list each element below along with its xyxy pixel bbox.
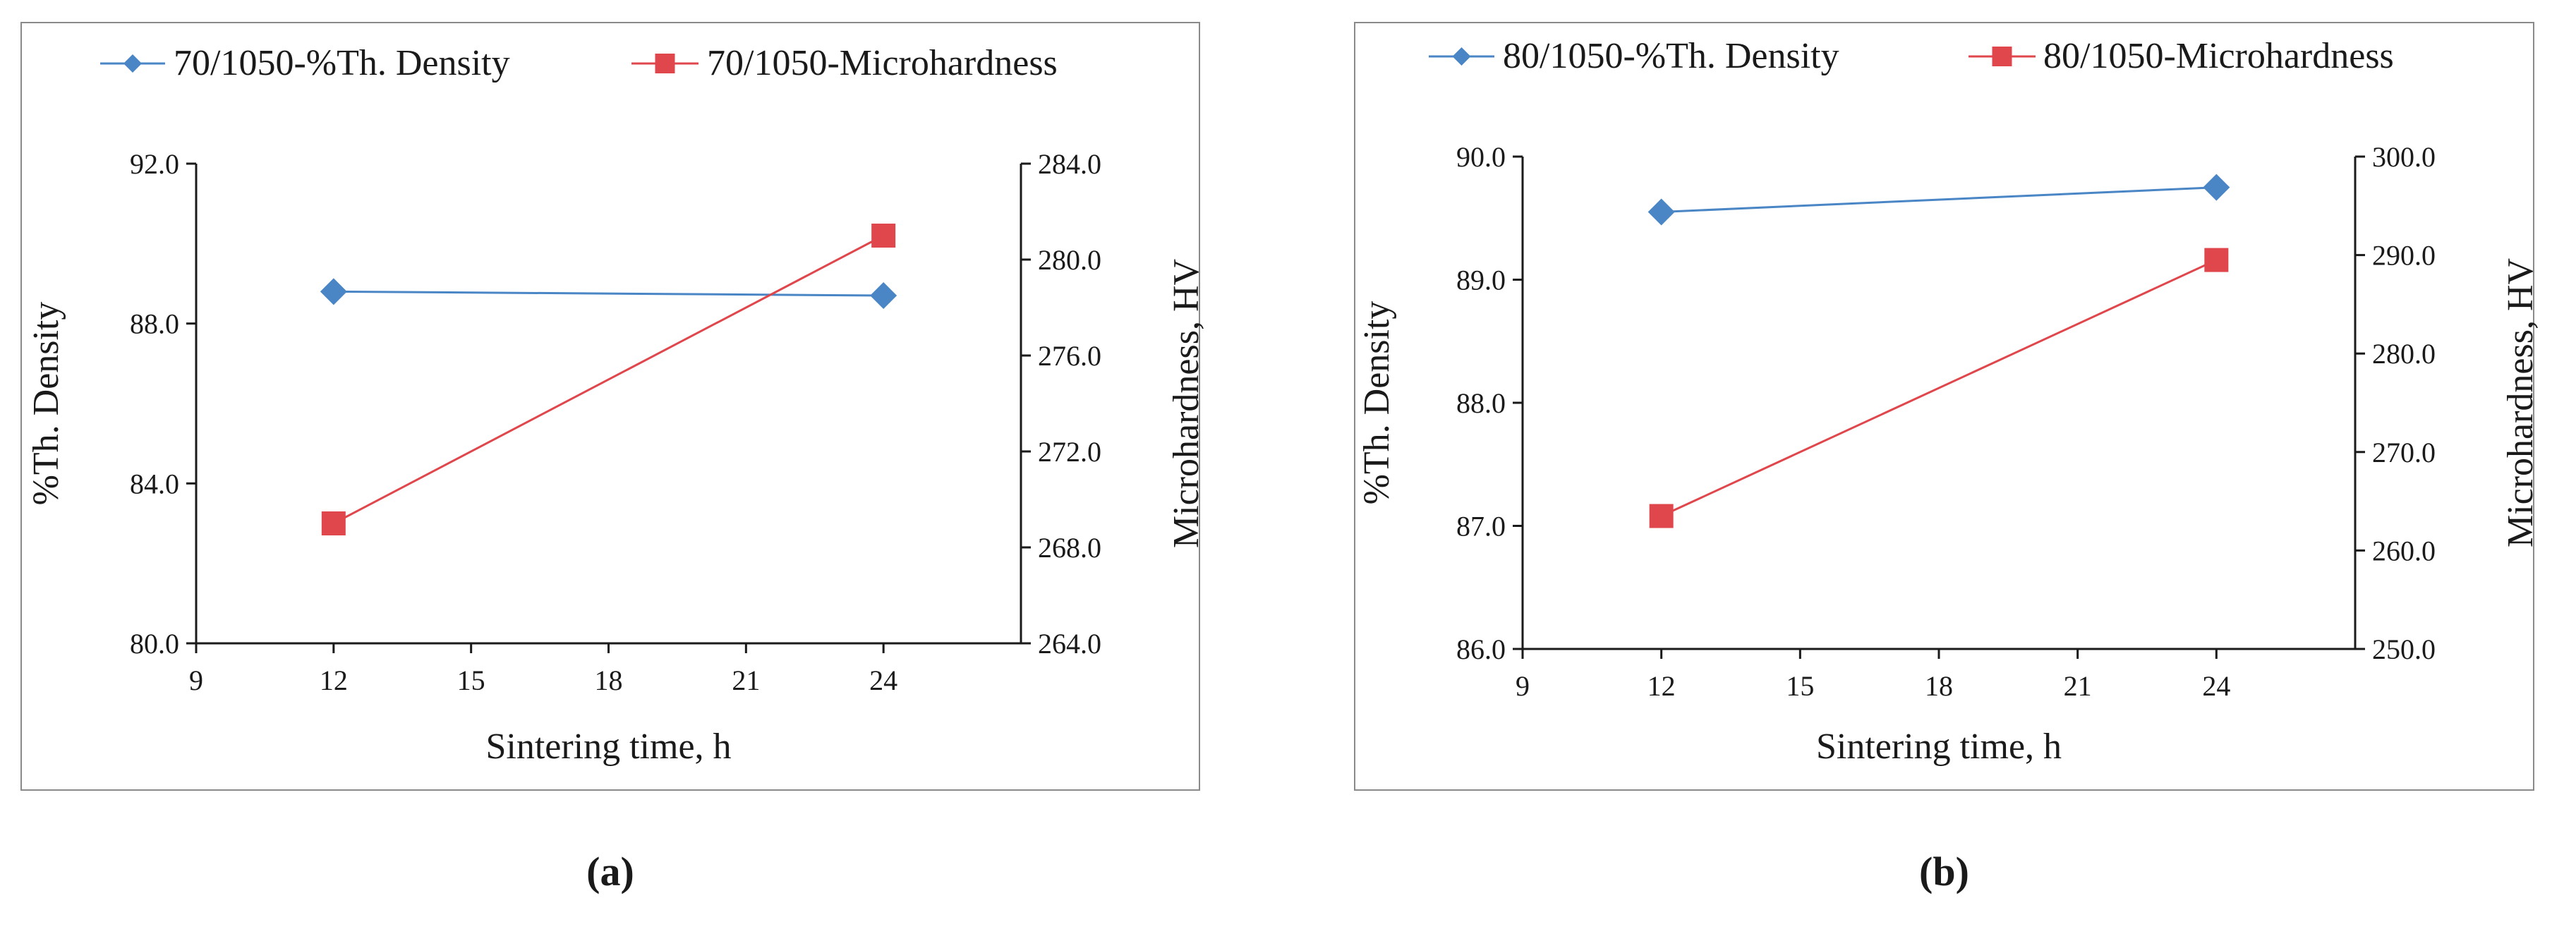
panel-label: (a) (586, 849, 634, 894)
left-y-tick-label: 88.0 (130, 308, 179, 340)
x-tick-label: 9 (1516, 670, 1530, 702)
chart-frame (20, 22, 1200, 791)
right-y-tick-label: 260.0 (2372, 535, 2436, 566)
right-y-tick-label: 280.0 (2372, 338, 2436, 370)
right-y-tick-label: 272.0 (1038, 436, 1101, 468)
left-y-tick-label: 86.0 (1456, 633, 1506, 665)
right-y-tick-label: 250.0 (2372, 633, 2436, 665)
data-point-square (321, 511, 346, 535)
series-line-1 (333, 290, 884, 297)
legend-marker-square (655, 54, 675, 73)
right-y-tick-label: 300.0 (2372, 141, 2436, 173)
legend-text: 80/1050-Microhardness (2043, 36, 2394, 76)
panel-label: (b) (1919, 849, 1969, 894)
legend-text: 80/1050-%Th. Density (1503, 36, 1839, 76)
right-y-tick-label: 264.0 (1038, 628, 1101, 660)
x-tick-label: 18 (1925, 670, 1953, 702)
x-tick-label: 15 (457, 664, 485, 696)
series-line-2 (333, 234, 884, 525)
right-y-axis-title: Microhardness, HV (2501, 258, 2541, 547)
x-tick-label: 21 (732, 664, 760, 696)
chart-panel-1: 9 12 15 18 21 24 80.0 84.0 88.0 92.0 264.0 268.0 272… (20, 22, 1207, 894)
left-y-tick-label: 89.0 (1456, 265, 1506, 296)
left-y-tick-label: 90.0 (1456, 141, 1506, 173)
data-point-diamond (1647, 198, 1675, 226)
data-point-diamond (320, 278, 347, 305)
x-axis-title: Sintering time, h (1816, 727, 2062, 767)
x-axis-title: Sintering time, h (485, 727, 731, 767)
x-tick-label: 24 (869, 664, 897, 696)
right-y-tick-label: 280.0 (1038, 244, 1101, 276)
legend-text: 70/1050-%Th. Density (174, 43, 510, 83)
right-y-tick-label: 276.0 (1038, 340, 1101, 372)
x-tick-label: 21 (2064, 670, 2092, 702)
left-y-axis-title: %Th. Density (26, 302, 66, 506)
right-y-tick-label: 268.0 (1038, 532, 1101, 564)
right-y-axis-title: Microhardness, HV (1166, 259, 1207, 548)
x-tick-label: 12 (320, 664, 348, 696)
legend-marker-square (1992, 47, 2012, 66)
series-line-1 (1661, 186, 2217, 214)
x-tick-label: 9 (189, 664, 203, 696)
legend-marker-diamond (123, 54, 142, 73)
left-y-axis-title: %Th. Density (1357, 301, 1397, 505)
series-line-2 (1661, 259, 2217, 517)
data-point-square (2204, 248, 2229, 272)
data-point-diamond (870, 282, 897, 309)
chart-frame (1354, 22, 2534, 791)
left-y-tick-label: 80.0 (130, 628, 179, 660)
data-point-diamond (2203, 174, 2230, 201)
right-y-tick-label: 290.0 (2372, 240, 2436, 272)
x-tick-label: 15 (1786, 670, 1814, 702)
right-y-tick-label: 270.0 (2372, 437, 2436, 468)
x-tick-label: 12 (1647, 670, 1676, 702)
chart-panel-2: 9 12 15 18 21 24 86.0 87.0 88.0 89.0 90.0 250.0 260.… (1354, 22, 2541, 894)
legend-marker-diamond (1452, 47, 1471, 66)
left-y-tick-label: 84.0 (130, 468, 179, 499)
left-y-tick-label: 88.0 (1456, 387, 1506, 419)
legend-text: 70/1050-Microhardness (707, 43, 1058, 83)
left-y-tick-label: 87.0 (1456, 511, 1506, 542)
x-tick-label: 24 (2202, 670, 2230, 702)
left-y-tick-label: 92.0 (130, 148, 179, 180)
right-y-tick-label: 284.0 (1038, 148, 1101, 180)
data-point-square (1649, 504, 1674, 528)
x-tick-label: 18 (595, 664, 623, 696)
data-point-square (871, 224, 896, 248)
